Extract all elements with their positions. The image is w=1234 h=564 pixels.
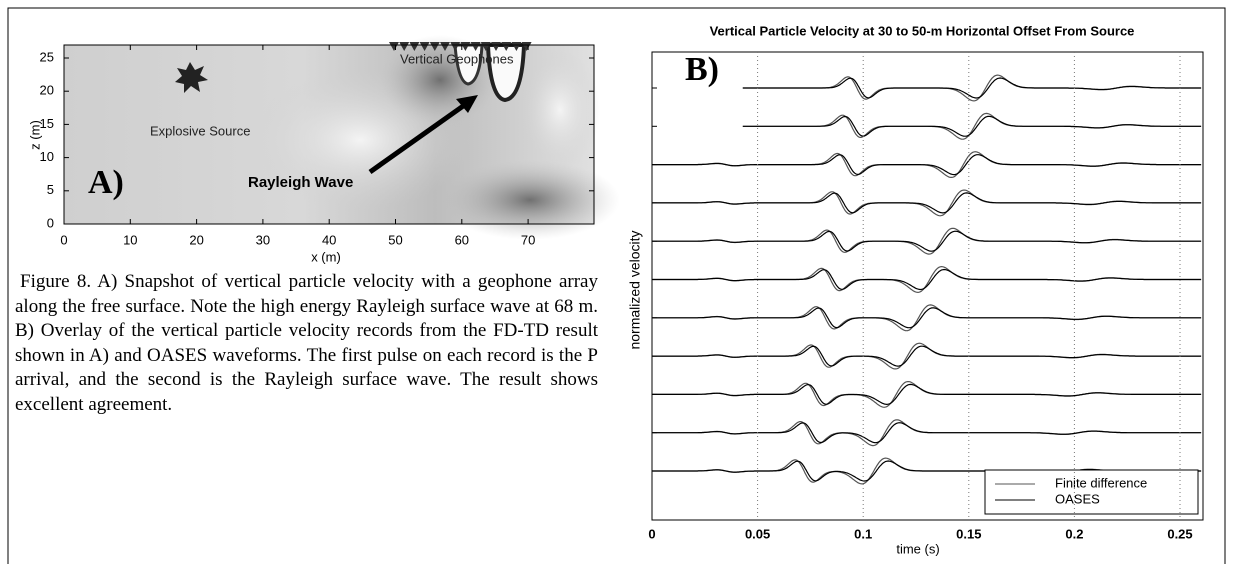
geophone bbox=[409, 42, 420, 51]
annotation: Vertical Geophones bbox=[400, 51, 514, 66]
waveform bbox=[652, 383, 1202, 406]
x-tick-label: 0.1 bbox=[854, 526, 872, 541]
x-tick-label: 0.05 bbox=[745, 526, 770, 541]
chart-title: Vertical Particle Velocity at 30 to 50-m… bbox=[710, 23, 1135, 38]
legend-entry: Finite difference bbox=[1055, 475, 1147, 490]
x-tick-label: 0 bbox=[648, 526, 655, 541]
waveform bbox=[652, 268, 1202, 291]
x-tick-label: 20 bbox=[189, 232, 203, 247]
geophone bbox=[450, 42, 461, 51]
snapshot bbox=[64, 35, 620, 240]
geophone bbox=[491, 42, 501, 51]
geophone bbox=[419, 42, 430, 51]
waveform bbox=[652, 192, 1202, 214]
x-tick-label: 0.15 bbox=[956, 526, 981, 541]
geophone bbox=[521, 42, 532, 51]
x-tick-label: 0.25 bbox=[1167, 526, 1192, 541]
panel-label: B) bbox=[685, 51, 719, 88]
geophone bbox=[399, 42, 410, 51]
x-tick-label: 30 bbox=[256, 232, 270, 247]
geophone bbox=[511, 42, 522, 51]
frame bbox=[7, 7, 1226, 564]
geophone bbox=[389, 42, 399, 51]
x-tick-label: 10 bbox=[123, 232, 137, 247]
x-axis-label: x (m) bbox=[311, 249, 341, 264]
x-tick-label: 0.2 bbox=[1065, 526, 1083, 541]
x-tick-label: 70 bbox=[521, 232, 535, 247]
x-tick-label: 60 bbox=[455, 232, 469, 247]
y-axis-label: z (m) bbox=[27, 120, 42, 150]
waveform bbox=[652, 230, 1202, 252]
y-tick-label: 0 bbox=[47, 215, 54, 230]
geophone bbox=[480, 42, 491, 51]
geophone bbox=[440, 42, 450, 51]
waveform bbox=[652, 422, 1202, 444]
legend bbox=[984, 469, 1199, 515]
caption: Figure 8. A) Snapshot of vertical partic… bbox=[15, 271, 598, 415]
waveform bbox=[742, 115, 1202, 137]
waveform bbox=[652, 345, 1202, 367]
waveform bbox=[742, 77, 1202, 99]
y-tick-label: 15 bbox=[40, 116, 54, 131]
y-tick-label: 20 bbox=[40, 83, 54, 98]
y-tick-label: 25 bbox=[40, 49, 54, 64]
y-tick-label: 10 bbox=[40, 149, 54, 164]
y-axis-label: normalized velocity bbox=[627, 230, 643, 349]
annotation: Rayleigh Wave bbox=[248, 174, 353, 191]
waveform bbox=[652, 154, 1202, 176]
waveform bbox=[652, 307, 1202, 329]
panel-label: A) bbox=[88, 164, 124, 201]
x-tick-label: 50 bbox=[388, 232, 402, 247]
y-tick-label: 5 bbox=[47, 182, 54, 197]
legend-entry: OASES bbox=[1055, 491, 1100, 506]
geophone bbox=[460, 42, 471, 51]
arrow bbox=[368, 101, 468, 175]
x-tick-label: 0 bbox=[60, 232, 67, 247]
arrow-head bbox=[456, 95, 478, 113]
geophone bbox=[470, 42, 481, 51]
annotation: Explosive Source bbox=[150, 123, 250, 138]
x-tick-label: 40 bbox=[322, 232, 336, 247]
geophones bbox=[389, 42, 532, 51]
x-axis-label: time (s) bbox=[896, 541, 939, 556]
geophone bbox=[501, 42, 512, 51]
geophone bbox=[429, 42, 440, 51]
